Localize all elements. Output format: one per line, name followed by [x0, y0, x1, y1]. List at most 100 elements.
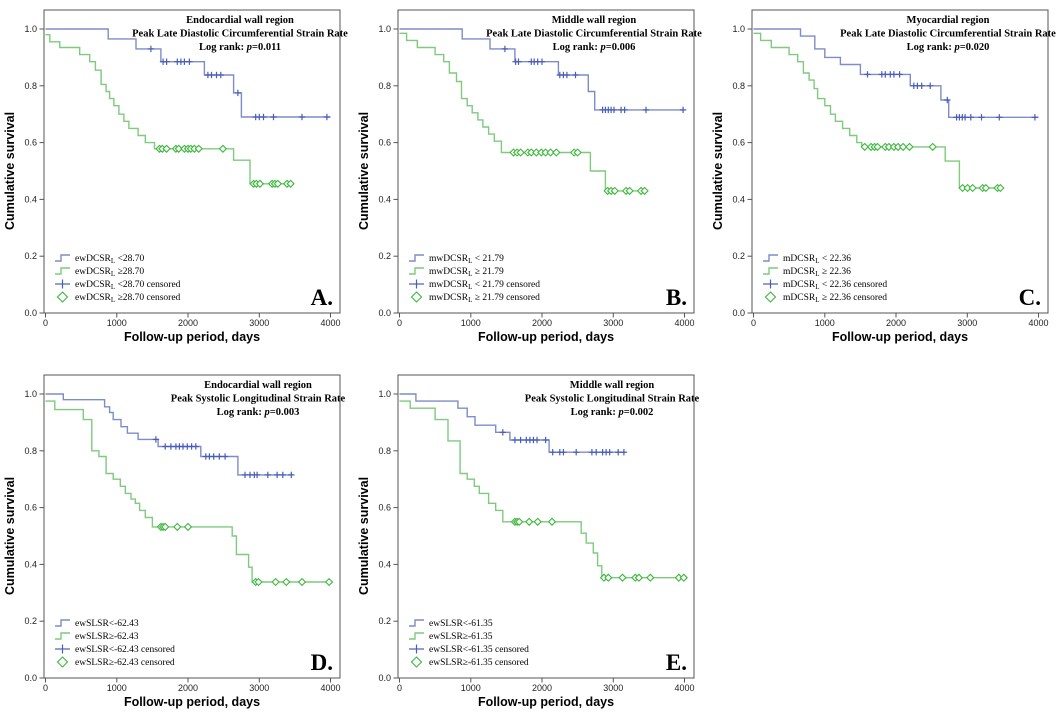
- blue-censor-plus-mark: [593, 449, 600, 456]
- blue-censor-plus-mark: [560, 449, 567, 456]
- legend-green-step-icon: [409, 267, 424, 275]
- legend-green-diamond-icon: [764, 291, 777, 303]
- blue-censor-plus-mark: [620, 449, 628, 456]
- y-tick-label: 0.6: [378, 138, 391, 148]
- legend-blue-plus-icon: [55, 279, 70, 289]
- blue-censor-plus-mark: [621, 106, 628, 114]
- green-censor-diamond-mark: [533, 517, 542, 526]
- y-tick-label: 0.2: [378, 251, 391, 261]
- green-censor-diamond-mark: [271, 577, 280, 587]
- blue-censor-plus-mark: [147, 45, 155, 53]
- green-censor-diamond-mark: [873, 142, 882, 152]
- blue-censor-plus-mark: [896, 71, 903, 78]
- legend-blue-plus-icon: [763, 279, 778, 289]
- legend-label: mDCSRL < 22.36 censored: [783, 280, 887, 291]
- x-tick-label: 0: [397, 318, 402, 328]
- y-tick-label: 0.4: [378, 194, 391, 204]
- blue-censor-plus-mark: [221, 453, 229, 460]
- green-censor-diamond-mark: [573, 148, 582, 157]
- y-tick-label: 0.0: [378, 673, 391, 683]
- y-tick-label: 0.4: [24, 559, 37, 569]
- x-tick-label: 3000: [249, 318, 269, 328]
- y-tick-label: 1.0: [378, 389, 391, 399]
- km-panel-e: 0.0 0.2 0.4 0.6 0.8 1.0 0 1000 2000 3000 4000 Follo…: [354, 365, 708, 727]
- blue-censor-plus-mark: [288, 471, 295, 479]
- log-rank-line: Log rank: p=0.003: [217, 407, 300, 418]
- legend-green-diamond-icon: [56, 656, 69, 668]
- plot-border: [751, 9, 1049, 314]
- green-censor-diamond-mark: [516, 148, 525, 157]
- green-censor-diamond-mark: [928, 142, 937, 152]
- panel-title-line: Peak Late Diastolic Circumferential Stra…: [486, 29, 702, 40]
- blue-censor-plus-mark: [270, 113, 277, 121]
- x-tick-label: 2000: [886, 318, 906, 328]
- blue-censor-plus-mark: [260, 113, 267, 121]
- green-censor-diamond-mark: [194, 144, 203, 153]
- y-tick-label: 0.8: [24, 446, 37, 456]
- blue-survival-curve: [45, 393, 293, 476]
- green-censor-diamond-mark: [525, 517, 534, 526]
- y-tick-label: 0.0: [24, 673, 37, 683]
- legend-label: ewSLSR<-62.43: [75, 619, 139, 629]
- blue-censor-plus-mark: [163, 58, 170, 65]
- y-tick-label: 0.0: [378, 308, 391, 318]
- legend-label: mwDCSRL ≥ 21.79: [429, 267, 504, 278]
- x-tick-label: 4000: [1028, 318, 1048, 328]
- blue-censor-plus-mark: [511, 436, 519, 444]
- x-tick-label: 1000: [107, 318, 127, 328]
- x-axis-label: Follow-up period, days: [832, 330, 968, 344]
- panel-letter: B.: [666, 285, 687, 310]
- x-axis-label: Follow-up period, days: [124, 330, 260, 344]
- legend-label: ewSLSR≥-61.35 censored: [429, 658, 529, 668]
- x-axis-label: Follow-up period, days: [478, 330, 614, 344]
- legend-green-step-icon: [55, 267, 70, 275]
- green-censor-diamond-mark: [604, 573, 613, 582]
- x-axis-label: Follow-up period, days: [124, 695, 260, 709]
- y-tick-label: 1.0: [24, 389, 37, 399]
- y-tick-label: 0.8: [378, 446, 391, 456]
- green-censor-diamond-mark: [183, 522, 193, 532]
- y-tick-label: 0.6: [732, 138, 745, 148]
- green-censor-diamond-mark: [610, 186, 619, 196]
- y-axis-label: Cumulative survival: [357, 112, 371, 230]
- green-censor-diamond-mark: [618, 573, 627, 582]
- x-tick-label: 3000: [249, 683, 269, 693]
- panel-title-line: Peak Late Diastolic Circumferential Stra…: [840, 29, 1056, 40]
- legend-label: mDCSRL ≥ 22.36 censored: [783, 293, 887, 304]
- green-censor-diamond-mark: [640, 186, 649, 196]
- legend-label: ewSLSR<-61.35: [429, 619, 493, 629]
- green-censor-diamond-mark: [161, 522, 170, 532]
- green-censor-diamond-mark: [625, 186, 634, 196]
- y-tick-label: 0.0: [24, 308, 37, 318]
- blue-censor-plus-mark: [298, 113, 306, 121]
- green-censor-diamond-mark: [546, 148, 555, 157]
- green-survival-curve: [45, 34, 292, 185]
- panel-title-line: Peak Late Diastolic Circumferential Stra…: [132, 29, 348, 40]
- legend-green-diamond-icon: [410, 291, 423, 303]
- green-censor-diamond-mark: [860, 142, 869, 152]
- y-tick-label: 0.2: [24, 251, 37, 261]
- blue-censor-plus-mark: [234, 89, 242, 97]
- blue-censor-plus-mark: [573, 449, 580, 456]
- legend-green-step-icon: [55, 632, 70, 640]
- blue-censor-plus-mark: [944, 96, 951, 104]
- blue-censor-plus-mark: [499, 429, 506, 436]
- green-censor-diamond-mark: [968, 183, 977, 193]
- y-axis-label: Cumulative survival: [3, 112, 17, 230]
- x-tick-label: 4000: [674, 318, 694, 328]
- y-tick-label: 0.6: [24, 138, 37, 148]
- green-censor-diamond-mark: [297, 577, 307, 587]
- green-censor-diamond-mark: [162, 144, 171, 153]
- blue-censor-plus-mark: [967, 114, 974, 121]
- legend-label: mwDCSRL ≥ 21.79 censored: [429, 293, 540, 304]
- x-tick-label: 2000: [532, 318, 552, 328]
- x-tick-label: 1000: [461, 683, 481, 693]
- blue-censor-plus-mark: [679, 106, 687, 114]
- log-rank-line: Log rank: p=0.011: [199, 42, 281, 53]
- y-axis-label: Cumulative survival: [711, 112, 725, 230]
- blue-censor-plus-mark: [864, 71, 871, 78]
- panel-title-line: Middle wall region: [570, 380, 655, 391]
- x-tick-label: 1000: [815, 318, 835, 328]
- legend-label: mDCSRL < 22.36: [783, 254, 851, 265]
- panel-letter: A.: [311, 285, 333, 310]
